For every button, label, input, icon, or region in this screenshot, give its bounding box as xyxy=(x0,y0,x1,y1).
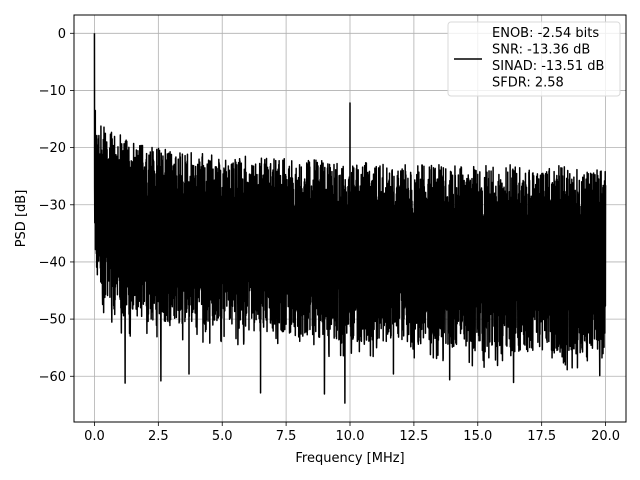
y-tick-label: −60 xyxy=(39,370,66,385)
x-tick-label: 0.0 xyxy=(84,429,105,444)
legend-box xyxy=(447,21,621,97)
x-tick-label: 12.5 xyxy=(399,429,428,444)
y-tick-label: −50 xyxy=(39,313,66,328)
psd-series-line xyxy=(93,33,607,404)
x-axis-ticks: 0.0 2.5 5.0 7.5 10.0 12.5 15.0 17.5 20.0 xyxy=(84,422,620,444)
x-tick-label: 15.0 xyxy=(463,429,492,444)
x-tick-label: 20.0 xyxy=(591,429,620,444)
y-tick-label: −10 xyxy=(39,84,66,99)
y-tick-label: −30 xyxy=(39,198,66,213)
y-axis-label: PSD [dB] xyxy=(14,190,29,248)
x-axis-label: Frequency [MHz] xyxy=(295,451,404,466)
legend: ENOB: -2.54 bits SNR: -13.36 dB SINAD: -13… xyxy=(447,21,621,97)
legend-entry-line: ENOB: -2.54 bits xyxy=(492,26,599,41)
legend-entry: ENOB: -2.54 bits SNR: -13.36 dB SINAD: -13… xyxy=(492,26,604,91)
legend-entry-line: SINAD: -13.51 dB xyxy=(492,59,604,74)
legend-entry-line: SFDR: 2.58 xyxy=(492,76,564,91)
legend-entry-line: SNR: -13.36 dB xyxy=(492,43,590,58)
x-tick-label: 2.5 xyxy=(148,429,169,444)
x-tick-label: 7.5 xyxy=(276,429,297,444)
y-tick-label: −20 xyxy=(39,141,66,156)
x-tick-label: 10.0 xyxy=(336,429,365,444)
x-tick-label: 17.5 xyxy=(527,429,556,444)
plot-area xyxy=(93,33,607,404)
y-tick-label: −40 xyxy=(39,255,66,270)
x-tick-label: 5.0 xyxy=(212,429,233,444)
y-axis-ticks: 0 −10 −20 −30 −40 −50 −60 xyxy=(39,27,74,385)
y-tick-label: 0 xyxy=(58,27,66,42)
